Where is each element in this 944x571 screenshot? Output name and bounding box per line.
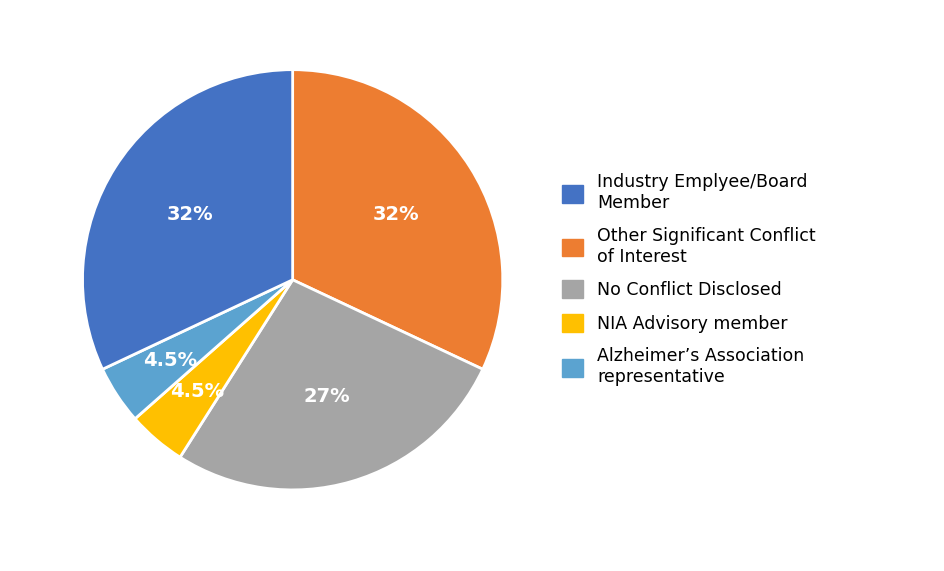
Text: 4.5%: 4.5% [170, 382, 224, 401]
Wedge shape [103, 280, 293, 419]
Legend: Industry Emplyee/Board
Member, Other Significant Conflict
of Interest, No Confli: Industry Emplyee/Board Member, Other Sig… [553, 164, 824, 395]
Text: 32%: 32% [166, 205, 213, 224]
Wedge shape [135, 280, 293, 457]
Wedge shape [82, 70, 293, 369]
Text: 32%: 32% [372, 205, 419, 224]
Text: 27%: 27% [303, 387, 350, 407]
Wedge shape [180, 280, 482, 490]
Wedge shape [293, 70, 503, 369]
Text: 4.5%: 4.5% [143, 351, 196, 370]
